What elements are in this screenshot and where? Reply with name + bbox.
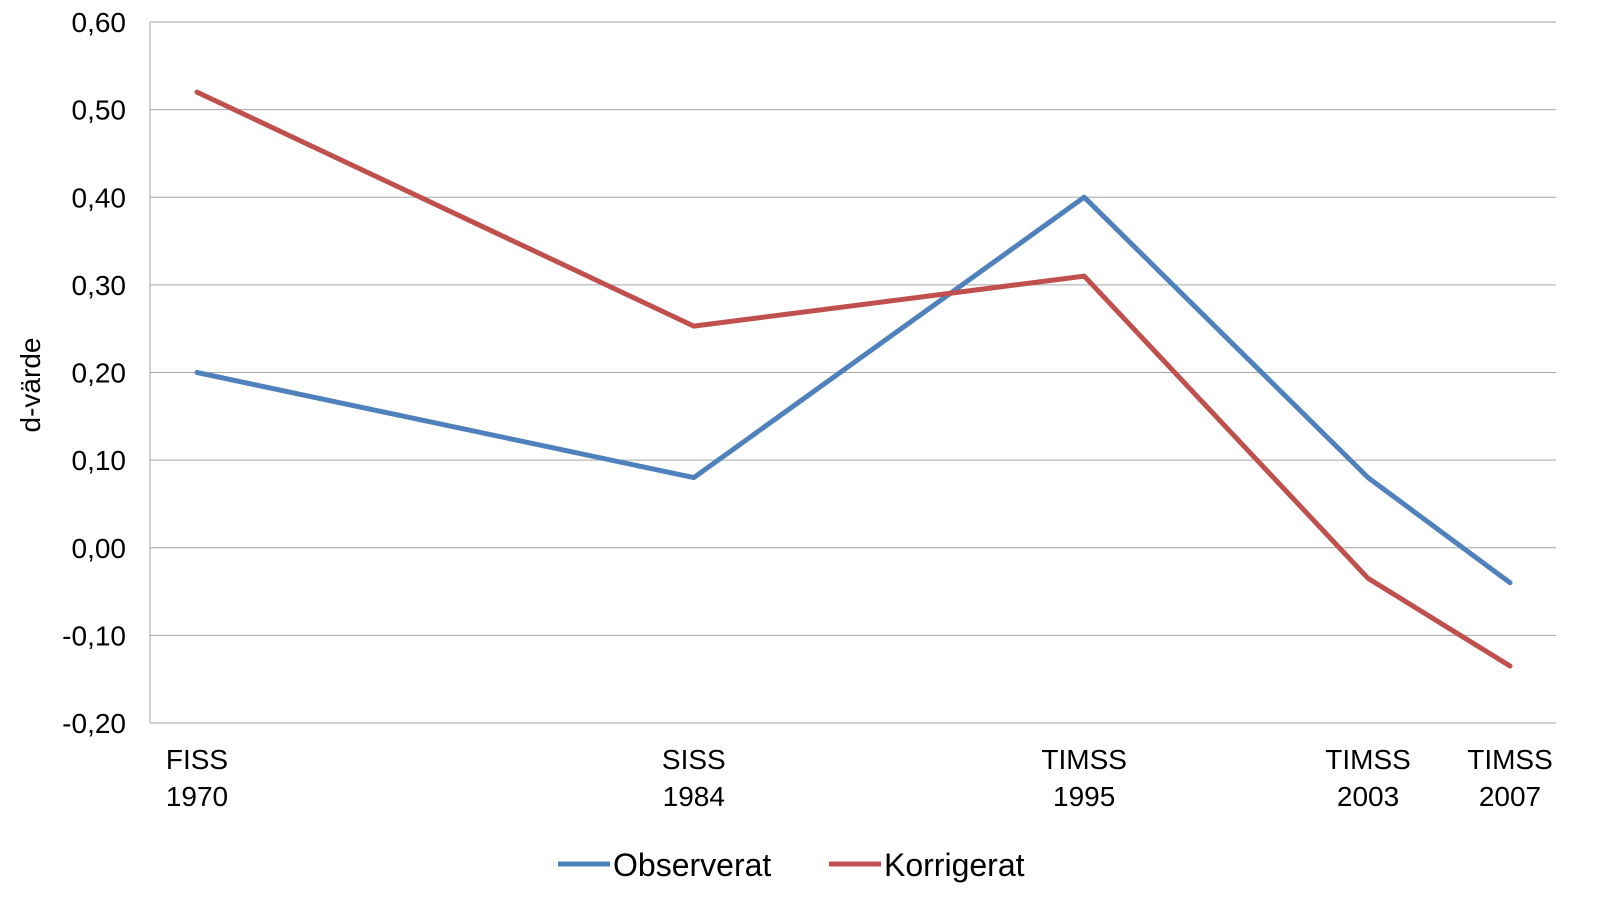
gridlines: [150, 21, 1556, 724]
y-tick-label: 0,10: [72, 445, 127, 476]
x-tick-label-year: 2007: [1479, 781, 1541, 812]
x-tick-label-name: TIMSS: [1467, 744, 1553, 775]
y-tick-labels: 0,60 0,50 0,40 0,30 0,20 0,10 0,00 -0,10 -0,20: [62, 7, 126, 739]
x-tick-label-year: 1970: [166, 781, 228, 812]
legend-label: Korrigerat: [884, 847, 1025, 883]
x-tick-label-year: 1995: [1053, 781, 1115, 812]
y-tick-label: 0,20: [72, 358, 127, 389]
x-tick-label-name: TIMSS: [1041, 744, 1127, 775]
legend-label: Observerat: [613, 847, 771, 883]
y-axis-title: d-värde: [15, 338, 46, 433]
x-tick-labels: FISS 1970 SISS 1984 TIMSS 1995 TIMSS 2003 TIMSS 2…: [166, 744, 1553, 812]
x-tick-label-name: SISS: [662, 744, 726, 775]
x-tick-label-name: TIMSS: [1325, 744, 1411, 775]
series-line-observerat: [194, 194, 1513, 586]
y-tick-label: 0,60: [72, 7, 127, 38]
legend-item-observerat: Observerat: [558, 847, 771, 883]
y-tick-label: 0,00: [72, 533, 127, 564]
y-tick-label: 0,40: [72, 182, 127, 213]
y-tick-label: -0,20: [62, 708, 126, 739]
y-tick-label: 0,50: [72, 95, 127, 126]
series-line-korrigerat: [194, 89, 1513, 669]
y-tick-label: -0,10: [62, 620, 126, 651]
x-tick-label-year: 1984: [663, 781, 725, 812]
y-tick-label: 0,30: [72, 270, 127, 301]
x-tick-label-name: FISS: [166, 744, 228, 775]
legend-item-korrigerat: Korrigerat: [829, 847, 1025, 883]
series-lines: [194, 89, 1513, 669]
x-tick-label-year: 2003: [1337, 781, 1399, 812]
legend: Observerat Korrigerat: [558, 847, 1025, 883]
